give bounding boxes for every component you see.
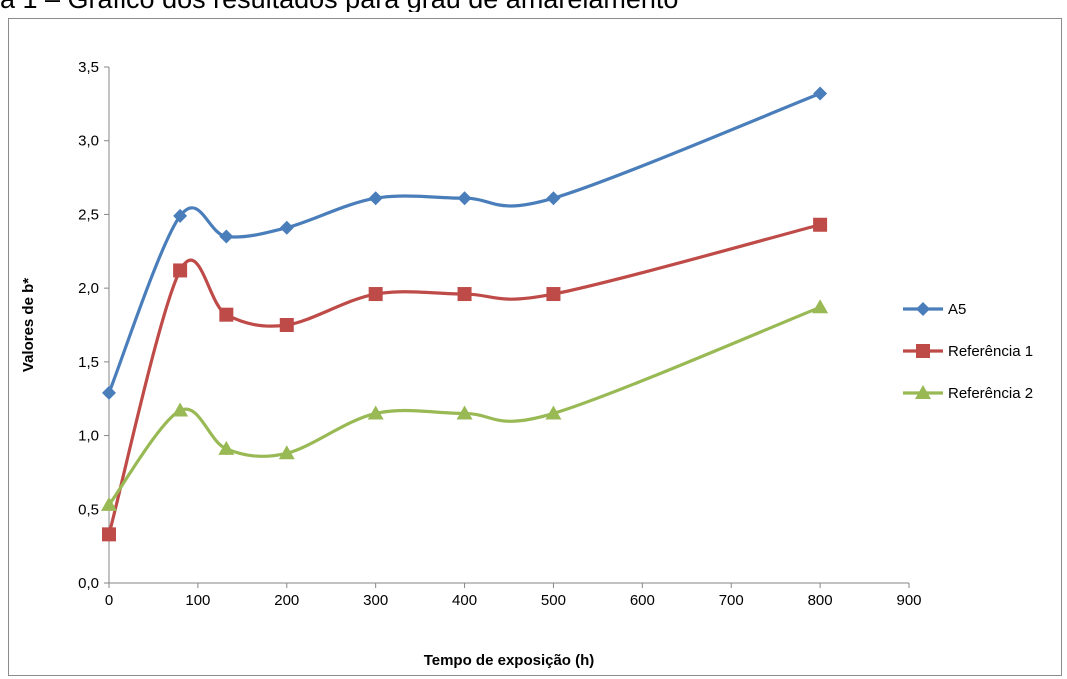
x-tick-label: 500 xyxy=(541,592,566,609)
data-point xyxy=(279,220,294,235)
data-point xyxy=(101,496,117,511)
x-tick-label: 900 xyxy=(896,592,921,609)
data-point xyxy=(173,263,188,278)
x-tick-label: 100 xyxy=(185,592,210,609)
y-tick-label: 1,0 xyxy=(78,428,99,445)
data-point xyxy=(219,229,234,244)
series-2 xyxy=(102,217,828,542)
legend-swatch-marker xyxy=(916,302,930,316)
data-point xyxy=(219,307,234,322)
data-point xyxy=(812,299,829,314)
y-tick-label: 3,5 xyxy=(78,59,99,76)
legend-swatch-marker xyxy=(916,344,930,358)
data-point xyxy=(102,385,116,400)
data-point xyxy=(546,191,561,206)
data-point xyxy=(278,445,295,460)
y-tick-label: 2,0 xyxy=(78,280,99,297)
data-point xyxy=(218,440,235,455)
series-3 xyxy=(101,299,829,511)
x-tick-label: 600 xyxy=(630,592,655,609)
legend-item: Referência 2 xyxy=(903,385,1033,402)
data-point xyxy=(456,405,473,420)
data-point xyxy=(457,287,472,302)
data-point xyxy=(279,318,294,332)
series-line xyxy=(107,92,821,394)
data-point xyxy=(367,405,384,420)
series-layer xyxy=(101,86,829,542)
line-chart: 0,0 0,5 1,0 1,5 2,0 2,5 3,0 3,5 0 100 200 300 400 500… xyxy=(20,59,1033,669)
figure-caption: a 1 – Gráfico dos resultados para grau d… xyxy=(0,0,1067,12)
x-tick-label: 800 xyxy=(808,592,833,609)
y-tick-label: 2,5 xyxy=(78,206,99,223)
y-tick-label: 3,0 xyxy=(78,133,99,150)
data-point xyxy=(457,191,472,206)
data-point xyxy=(813,217,828,232)
data-point xyxy=(173,208,188,223)
legend-label: Referência 2 xyxy=(948,385,1033,402)
data-point xyxy=(546,287,561,302)
legend-label: A5 xyxy=(948,301,966,318)
data-point xyxy=(172,402,189,417)
series-1 xyxy=(102,86,828,400)
legend: A5 Referência 1 Referência 2 xyxy=(903,301,1033,402)
legend-swatch-marker xyxy=(915,385,931,399)
legend-item: A5 xyxy=(903,301,966,318)
y-axis-title: Valores de b* xyxy=(20,278,37,372)
data-point xyxy=(368,287,383,302)
y-tick-label: 0,5 xyxy=(78,501,99,518)
data-point xyxy=(813,86,828,101)
legend-label: Referência 1 xyxy=(948,343,1033,360)
chart-frame: 0,0 0,5 1,0 1,5 2,0 2,5 3,0 3,5 0 100 200 300 400 500… xyxy=(8,18,1062,676)
y-tick-label: 1,5 xyxy=(78,354,99,371)
x-tick-label: 200 xyxy=(274,592,299,609)
data-point xyxy=(102,527,116,542)
x-tick-label: 700 xyxy=(719,592,744,609)
x-axis-title: Tempo de exposição (h) xyxy=(424,652,595,669)
axes: 0,0 0,5 1,0 1,5 2,0 2,5 3,0 3,5 0 100 200 300 400 500… xyxy=(78,59,921,609)
x-tick-label: 300 xyxy=(363,592,388,609)
series-line xyxy=(107,223,821,535)
x-tick-label: 0 xyxy=(105,592,113,609)
x-tick-label: 400 xyxy=(452,592,477,609)
legend-item: Referência 1 xyxy=(903,343,1033,360)
data-point xyxy=(545,405,562,420)
data-point xyxy=(368,191,383,206)
y-tick-label: 0,0 xyxy=(78,575,99,592)
